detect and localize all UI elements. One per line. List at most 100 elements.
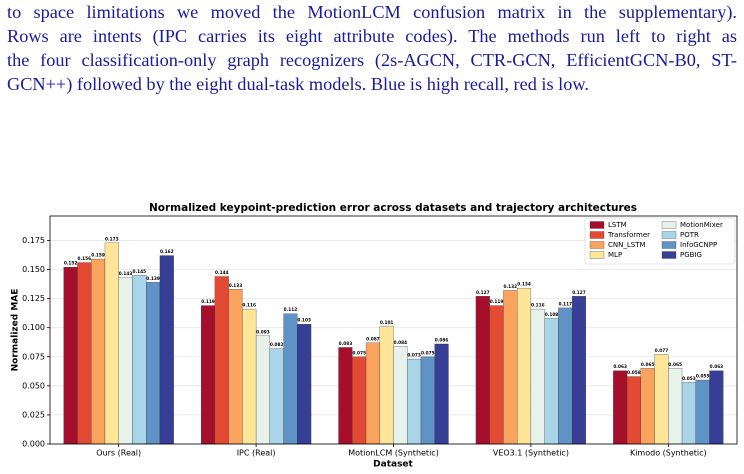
data-label: 0.077	[655, 348, 669, 354]
data-label: 0.119	[490, 299, 504, 305]
bar	[63, 267, 78, 445]
legend-label: POTR	[680, 231, 699, 239]
data-label: 0.159	[91, 253, 105, 259]
bar	[407, 358, 422, 445]
y-tick-label: 0.125	[22, 294, 45, 303]
data-label: 0.116	[242, 303, 256, 309]
legend-box	[584, 217, 736, 265]
bar	[146, 282, 161, 445]
x-axis-label: Dataset	[373, 460, 413, 470]
bar	[269, 348, 284, 445]
bar	[200, 305, 216, 445]
bar	[544, 318, 559, 445]
bar	[352, 356, 367, 445]
y-axis-label: Normalized MAE	[11, 289, 21, 372]
data-label: 0.101	[380, 320, 394, 326]
y-tick-label: 0.075	[22, 352, 45, 361]
bar	[242, 308, 257, 445]
bar	[681, 382, 696, 445]
bar	[626, 376, 641, 445]
text-line: to space limitations we moved the Motion…	[7, 2, 737, 22]
data-label: 0.082	[270, 342, 284, 348]
y-tick-label: 0.050	[22, 381, 45, 390]
data-label: 0.139	[146, 276, 160, 282]
data-label: 0.103	[297, 318, 311, 324]
plot-frame	[49, 215, 738, 445]
data-label: 0.132	[503, 284, 517, 290]
bar	[365, 342, 380, 445]
bar	[475, 296, 490, 445]
bar	[255, 335, 270, 445]
bar	[434, 343, 449, 445]
data-label: 0.117	[558, 301, 572, 307]
bar	[118, 277, 133, 445]
legend-label: LSTM	[608, 221, 627, 229]
text-line: GCN++) followed by the eight dual-task m…	[7, 74, 589, 94]
data-label: 0.063	[710, 364, 724, 370]
data-label: 0.134	[517, 282, 531, 288]
bar	[91, 258, 106, 445]
data-label: 0.075	[421, 350, 435, 356]
bar	[695, 379, 710, 445]
legend-swatch	[661, 241, 677, 249]
legend-label: MotionMixer	[680, 221, 723, 229]
paragraph: to space limitations we moved the Motion…	[7, 0, 737, 96]
data-label: 0.173	[105, 236, 119, 242]
legend-label: Transformer	[607, 231, 650, 239]
bar	[283, 313, 298, 445]
text-line: the four classification-only graph recog…	[7, 50, 737, 70]
bar	[420, 356, 435, 445]
data-label: 0.065	[668, 362, 682, 368]
data-label: 0.127	[476, 290, 490, 296]
y-tick-label: 0.100	[22, 323, 45, 332]
legend-label: MLP	[608, 251, 622, 259]
bar	[104, 242, 119, 445]
x-tick-label: VEO3.1 (Synthetic)	[493, 449, 569, 458]
data-label: 0.127	[572, 290, 586, 296]
bar	[159, 255, 174, 445]
bar	[654, 354, 669, 445]
bar	[613, 370, 628, 445]
legend-swatch	[589, 241, 605, 249]
legend-swatch	[661, 221, 677, 229]
data-label: 0.112	[284, 307, 298, 313]
data-label: 0.108	[545, 312, 559, 318]
legend-label: CNN_LSTM	[608, 241, 646, 249]
bar	[214, 276, 229, 445]
legend-swatch	[589, 221, 605, 229]
y-tick-label: 0.150	[22, 265, 45, 274]
legend-swatch	[661, 251, 677, 259]
data-label: 0.087	[366, 336, 380, 342]
y-tick-label: 0.000	[22, 440, 45, 449]
bar	[558, 307, 573, 445]
data-label: 0.144	[215, 270, 229, 276]
data-label: 0.058	[627, 370, 641, 376]
bar	[489, 305, 504, 445]
data-label: 0.093	[256, 329, 270, 335]
data-label: 0.084	[394, 340, 408, 346]
bar	[571, 296, 587, 445]
data-label: 0.055	[696, 374, 710, 380]
x-tick-label: Kimodo (Synthetic)	[630, 449, 707, 458]
bar	[393, 346, 408, 445]
bar	[668, 368, 683, 445]
bar	[379, 326, 394, 445]
y-tick-label: 0.175	[22, 236, 45, 245]
bar	[297, 324, 312, 445]
bar	[517, 287, 532, 445]
y-tick-label: 0.025	[22, 410, 45, 419]
chart-title: Normalized keypoint-prediction error acr…	[149, 202, 637, 214]
data-label: 0.162	[160, 249, 174, 255]
data-label: 0.075	[352, 350, 366, 356]
data-label: 0.116	[531, 303, 545, 309]
bar	[338, 347, 353, 445]
bar	[77, 262, 92, 445]
bar	[640, 368, 655, 445]
bar	[228, 289, 243, 445]
bar	[132, 275, 147, 445]
data-label: 0.065	[641, 362, 655, 368]
data-label: 0.152	[64, 261, 78, 267]
data-label: 0.063	[613, 364, 627, 370]
data-label: 0.133	[229, 283, 243, 289]
